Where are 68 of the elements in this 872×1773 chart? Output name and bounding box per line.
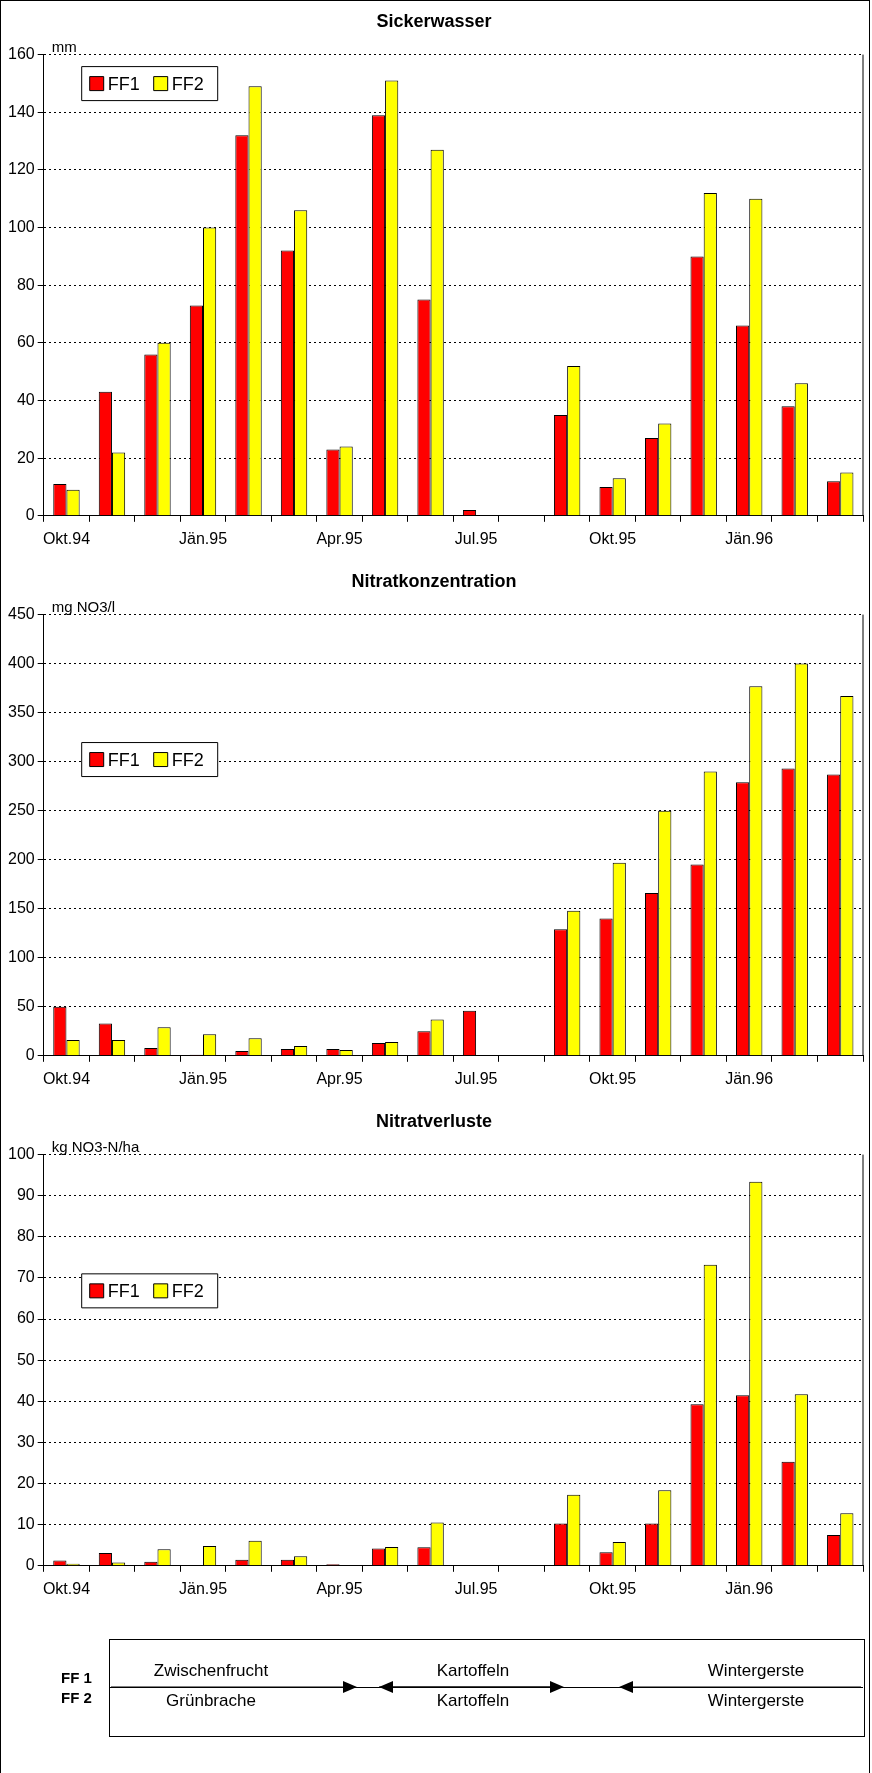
y-tick-label: 350 <box>7 703 35 721</box>
x-tick-label: Okt.95 <box>589 529 637 547</box>
y-tick-label: 0 <box>25 1046 35 1064</box>
legend-label: FF2 <box>171 73 204 94</box>
y-tick-label: 30 <box>16 1432 35 1450</box>
y-tick-label: 150 <box>7 899 35 917</box>
y-tick-label: 60 <box>16 1309 35 1327</box>
y-tick-label: 300 <box>7 752 35 770</box>
y-tick-label: 40 <box>16 390 35 408</box>
y-tick-label: 50 <box>16 1350 35 1368</box>
x-tick-label: Jul.95 <box>454 1069 498 1087</box>
text: FF 1 <box>61 1669 92 1686</box>
x-tick-label: Jän.96 <box>725 1579 774 1597</box>
legend-label: FF2 <box>171 749 204 770</box>
chart-title: Nitratkonzentration <box>351 570 517 591</box>
x-tick-label: Jän.96 <box>725 529 774 547</box>
legend-label: FF2 <box>171 1280 204 1301</box>
x-tick-label: Okt.94 <box>42 1069 91 1087</box>
y-tick-label: 40 <box>16 1391 35 1409</box>
x-tick-label: Jän.96 <box>725 1069 774 1087</box>
legend-label: FF1 <box>107 73 140 94</box>
y-tick-label: 0 <box>25 506 35 524</box>
x-tick-label: Jän.95 <box>178 529 228 547</box>
x-tick-label: Apr.95 <box>316 1579 363 1597</box>
x-tick-label: Okt.94 <box>42 529 91 547</box>
x-tick-label: Okt.95 <box>589 1069 637 1087</box>
y-tick-label: 100 <box>7 948 35 966</box>
y-tick-label: 100 <box>7 1145 35 1163</box>
text: Wintergerste <box>706 1691 806 1711</box>
x-tick-label: Jul.95 <box>454 1579 498 1597</box>
y-tick-label: 50 <box>16 997 35 1015</box>
text: Zwischenfrucht <box>152 1661 270 1681</box>
y-tick-label: 20 <box>16 448 35 466</box>
x-tick-label: Jän.95 <box>178 1579 228 1597</box>
y-tick-label: 140 <box>7 102 35 120</box>
text: Wintergerste <box>706 1661 806 1681</box>
y-tick-label: 90 <box>16 1186 35 1204</box>
y-tick-label: 70 <box>16 1268 35 1286</box>
y-tick-label: 250 <box>7 801 35 819</box>
y-tick-label: 120 <box>7 160 35 178</box>
y-tick-label: 200 <box>7 850 35 868</box>
text: FF 2 <box>61 1689 92 1706</box>
y-tick-label: 10 <box>16 1515 35 1533</box>
y-tick-label: 400 <box>7 654 35 672</box>
chart-title: Nitratverluste <box>375 1110 493 1131</box>
y-tick-label: 160 <box>7 45 35 63</box>
legend-label: FF1 <box>107 1280 140 1301</box>
y-tick-label: 80 <box>16 275 35 293</box>
x-tick-label: Apr.95 <box>316 1069 363 1087</box>
y-axis-title: mg NO3/l <box>51 598 116 616</box>
chart-title: Sickerwasser <box>376 10 492 31</box>
legend-label: FF1 <box>107 749 140 770</box>
x-tick-label: Jän.95 <box>178 1069 228 1087</box>
x-tick-label: Okt.94 <box>42 1579 91 1597</box>
y-tick-label: 60 <box>16 333 35 351</box>
y-tick-label: 80 <box>16 1227 35 1245</box>
text: Kartoffeln <box>435 1661 511 1681</box>
y-tick-label: 100 <box>7 217 35 235</box>
y-tick-label: 20 <box>16 1473 35 1491</box>
text: Kartoffeln <box>435 1691 511 1711</box>
y-tick-label: 450 <box>7 605 35 623</box>
y-tick-label: 0 <box>25 1556 35 1574</box>
x-tick-label: Apr.95 <box>316 529 363 547</box>
x-tick-label: Okt.95 <box>589 1579 637 1597</box>
text: Grünbrache <box>165 1691 257 1711</box>
x-tick-label: Jul.95 <box>454 529 498 547</box>
y-axis-title: kg NO3-N/ha <box>51 1138 140 1156</box>
y-axis-title: mm <box>51 38 77 56</box>
